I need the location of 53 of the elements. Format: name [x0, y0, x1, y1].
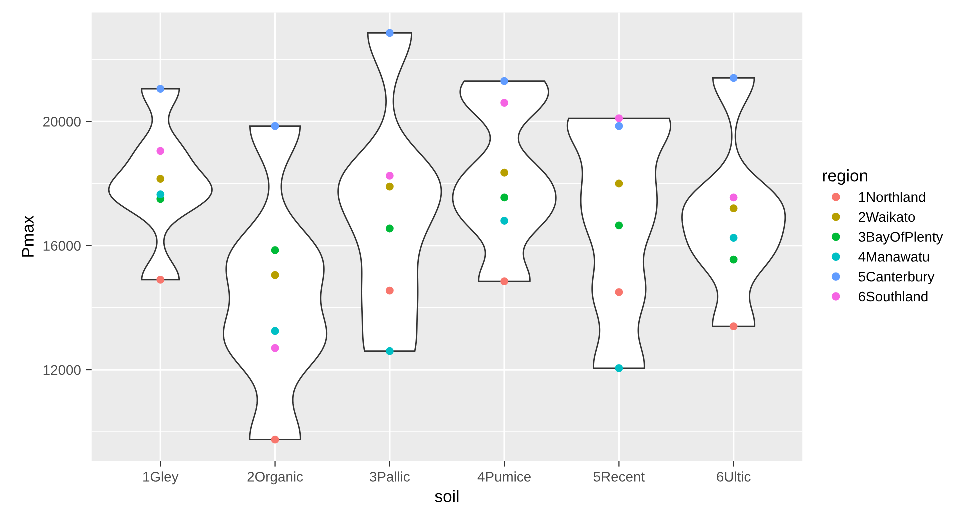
y-tick-label: 16000 [44, 241, 81, 251]
point [500, 278, 509, 286]
legend-label: 5Canterbury [858, 272, 935, 285]
point [500, 99, 509, 107]
point [271, 327, 280, 336]
y-axis-title: Pmax [22, 216, 34, 257]
point [156, 276, 165, 284]
point [730, 204, 738, 213]
point [271, 271, 280, 280]
legend-label: 2Waikato [859, 212, 916, 222]
point [500, 168, 509, 177]
x-tick-label: 4Pumice [478, 472, 531, 482]
legend-title: region [823, 170, 868, 186]
point [386, 224, 394, 233]
x-tick-label: 5Recent [594, 472, 645, 482]
point [156, 175, 165, 184]
x-tick-label: 1Gley [144, 472, 179, 485]
point [615, 364, 624, 372]
point [386, 29, 394, 38]
point [271, 436, 280, 444]
point [156, 85, 165, 94]
y-tick-label: 20000 [44, 116, 81, 127]
point [615, 114, 624, 123]
point [500, 77, 509, 86]
legend-label: 6Southland [859, 291, 928, 302]
x-axis-title: soil [435, 490, 459, 502]
point [615, 288, 624, 296]
point [730, 74, 738, 82]
x-tick-label: 3Pallic [370, 472, 410, 482]
point [271, 344, 280, 352]
legend-label: 1Northland [859, 192, 926, 202]
point [500, 217, 509, 225]
legend-label: 3BayOfPlenty [858, 232, 944, 245]
point [271, 122, 280, 130]
point [386, 347, 394, 356]
x-tick-label: 6Ultic [717, 472, 751, 482]
point [730, 322, 738, 330]
point [615, 222, 624, 230]
point [156, 190, 165, 199]
legend-label: 4Manawatu [858, 252, 930, 262]
point [156, 147, 165, 156]
point [730, 234, 738, 242]
point [615, 122, 624, 130]
point [386, 172, 394, 180]
x-tick-label: 2Organic [248, 472, 304, 485]
point [615, 180, 624, 188]
point [386, 286, 394, 295]
y-tick-label: 12000 [44, 365, 81, 376]
point [730, 256, 738, 264]
point [271, 246, 280, 254]
point [730, 194, 738, 202]
point [386, 182, 394, 191]
point [500, 194, 509, 202]
